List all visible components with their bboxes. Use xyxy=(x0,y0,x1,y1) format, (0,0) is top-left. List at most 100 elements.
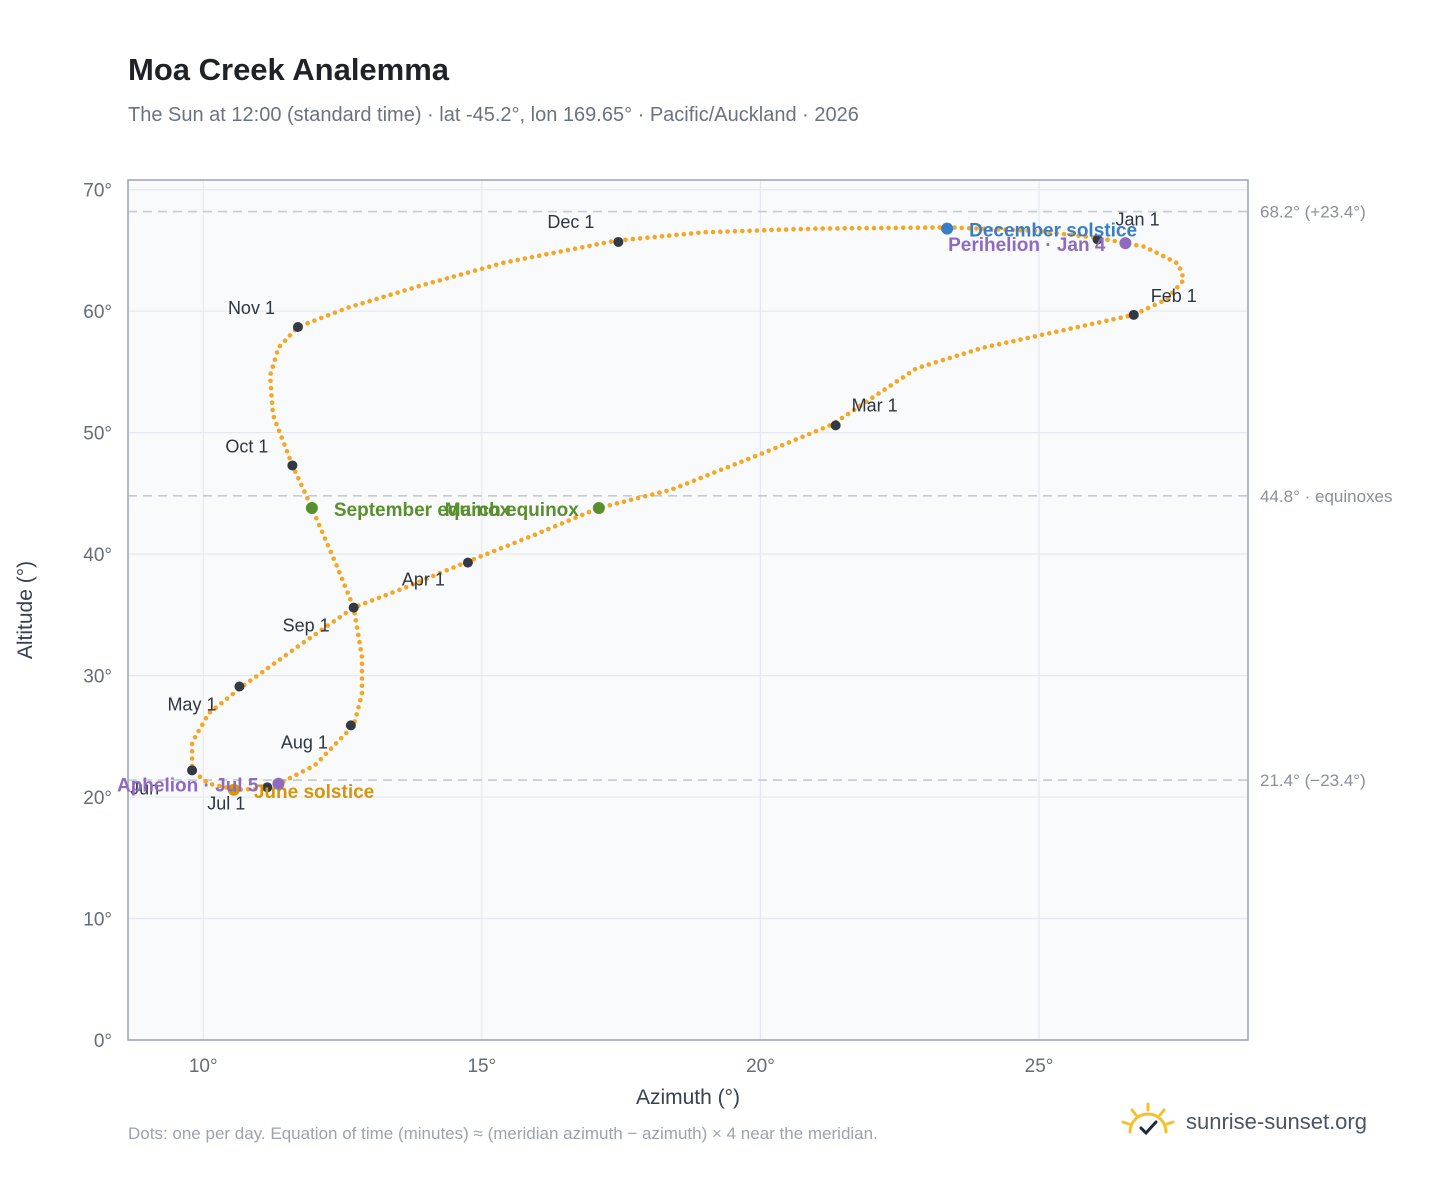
daily-sun-dot xyxy=(882,387,887,392)
daily-sun-dot xyxy=(472,268,478,273)
daily-sun-dot xyxy=(339,576,345,582)
daily-sun-dot xyxy=(954,353,960,359)
daily-sun-dot xyxy=(621,499,627,505)
month-markers: Jan 1 Feb 1 Mar 1 Apr 1 May 1 Jun Jul 1 Aug 1 Se… xyxy=(130,210,1197,814)
daily-sun-dot xyxy=(444,276,450,281)
daily-sun-dot xyxy=(270,407,275,413)
daily-sun-dot xyxy=(248,678,253,683)
daily-sun-dot xyxy=(630,236,636,242)
daily-sun-dot xyxy=(325,623,331,628)
daily-sun-dot xyxy=(940,357,946,363)
daily-sun-dot xyxy=(478,554,483,559)
daily-sun-dot xyxy=(740,228,745,234)
daily-sun-dot xyxy=(409,286,414,291)
daily-sun-dot xyxy=(331,556,337,561)
daily-sun-dot xyxy=(337,569,342,575)
daily-sun-dot xyxy=(328,746,334,751)
daily-sun-dot xyxy=(437,570,443,576)
daily-sun-dot xyxy=(359,668,365,674)
daily-sun-dot xyxy=(587,243,592,249)
daily-sun-dot xyxy=(827,423,832,428)
daily-sun-dot xyxy=(292,469,298,474)
daily-sun-dot xyxy=(820,226,825,231)
daily-sun-dot xyxy=(565,247,571,253)
daily-sun-dot xyxy=(786,440,792,445)
daily-sun-dot xyxy=(1010,227,1016,233)
event-marker xyxy=(1119,237,1132,250)
daily-sun-dot xyxy=(1089,321,1095,327)
daily-sun-dot xyxy=(915,225,921,230)
daily-sun-dot xyxy=(522,256,528,261)
brand-link[interactable]: sunrise-sunset.org xyxy=(1120,1102,1367,1142)
daily-sun-dot xyxy=(845,411,851,417)
daily-sun-dot xyxy=(213,705,218,710)
daily-sun-dot xyxy=(894,379,900,384)
daily-sun-dot xyxy=(1039,332,1045,338)
daily-sun-dot xyxy=(505,543,511,548)
daily-sun-dot xyxy=(776,227,782,233)
daily-sun-dot xyxy=(313,762,319,767)
daily-sun-dot xyxy=(319,627,325,633)
daily-sun-dot xyxy=(269,400,275,406)
daily-sun-dot xyxy=(319,529,325,535)
daily-sun-dot xyxy=(922,225,928,230)
daily-sun-dot xyxy=(1145,305,1151,311)
daily-sun-dot xyxy=(623,237,628,243)
daily-sun-dot xyxy=(566,518,571,523)
daily-sun-dot xyxy=(367,298,372,304)
daily-sun-dot xyxy=(305,320,310,326)
daily-sun-dot xyxy=(1083,234,1089,239)
daily-sun-dot xyxy=(1111,316,1116,322)
daily-sun-dot xyxy=(559,521,565,526)
event-marker xyxy=(272,777,285,790)
daily-sun-dot xyxy=(224,696,230,701)
event-marker xyxy=(941,222,954,235)
month-marker xyxy=(1128,309,1139,320)
daily-sun-dot xyxy=(628,497,634,503)
daily-sun-dot xyxy=(353,303,358,308)
daily-sun-dot xyxy=(876,391,881,396)
daily-sun-dot xyxy=(207,710,213,715)
daily-sun-dot xyxy=(300,769,306,774)
daily-sun-dot xyxy=(276,428,282,434)
daily-sun-dot xyxy=(312,318,317,323)
daily-sun-dot xyxy=(1032,334,1038,339)
x-tick-label: 15° xyxy=(467,1056,496,1077)
daily-sun-dot xyxy=(558,249,563,254)
daily-sun-dot xyxy=(1061,231,1067,237)
daily-sun-dot xyxy=(961,351,967,357)
daily-sun-dot xyxy=(390,590,395,595)
month-marker xyxy=(345,720,356,731)
daily-sun-dot xyxy=(754,228,760,233)
daily-sun-dot xyxy=(515,257,520,263)
daily-sun-dot xyxy=(1046,331,1052,336)
daily-sun-dot xyxy=(551,250,556,256)
daily-sun-dot xyxy=(739,459,744,465)
daily-sun-dot xyxy=(444,568,450,573)
daily-sun-dot xyxy=(359,661,365,667)
event-marker xyxy=(227,783,240,796)
daily-sun-dot xyxy=(270,364,276,369)
plot-frame xyxy=(127,179,1249,1041)
daily-sun-dot xyxy=(813,226,818,231)
daily-sun-dot xyxy=(359,676,365,681)
daily-sun-dot xyxy=(1167,257,1172,262)
daily-sun-dot xyxy=(681,231,687,237)
daily-sun-dot xyxy=(287,775,293,781)
daily-sun-dot xyxy=(650,492,655,497)
x-tick-label: 20° xyxy=(746,1056,775,1077)
daily-sun-dot xyxy=(277,657,283,662)
daily-sun-dot xyxy=(322,536,328,541)
daily-sun-dot xyxy=(1180,273,1185,278)
y-tick-label: 60° xyxy=(83,302,112,323)
daily-sun-dot xyxy=(573,515,578,520)
x-tick-label: 25° xyxy=(1025,1056,1054,1077)
daily-sun-dot xyxy=(1104,318,1109,324)
daily-sun-dot xyxy=(388,292,393,298)
daily-sun-dot xyxy=(637,236,643,241)
month-label: Dec 1 xyxy=(547,212,594,232)
daily-sun-dot xyxy=(189,756,195,761)
month-label: Apr 1 xyxy=(402,570,445,590)
daily-sun-dot xyxy=(1160,253,1166,259)
month-marker xyxy=(187,765,198,776)
